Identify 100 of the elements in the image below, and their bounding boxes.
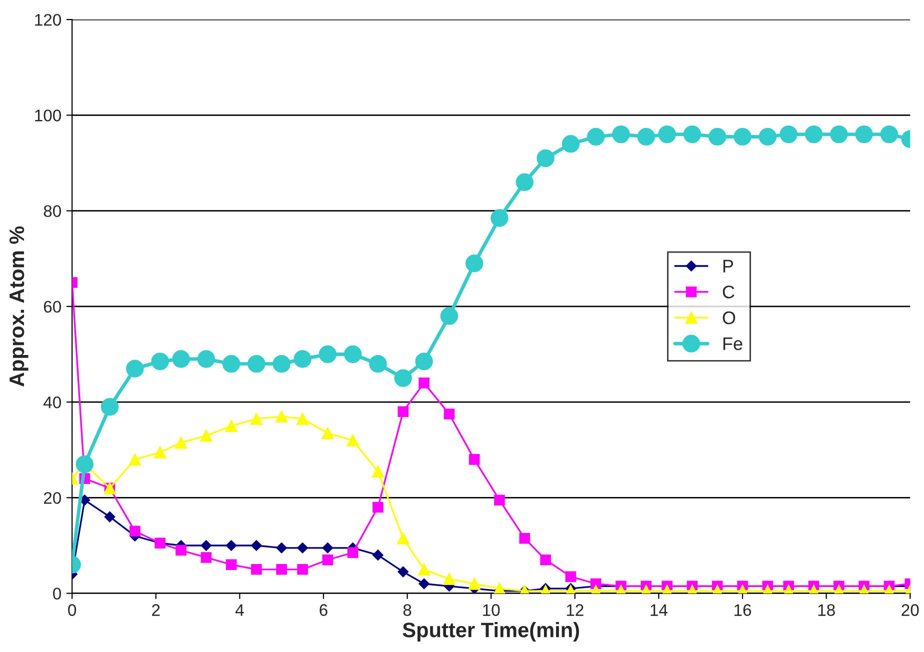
y-tick-label: 120	[35, 14, 62, 26]
point	[397, 532, 410, 544]
point	[322, 542, 334, 554]
point	[494, 494, 505, 506]
y-tick-label: 100	[35, 110, 62, 122]
point	[151, 352, 169, 370]
point	[322, 554, 334, 566]
point	[100, 398, 119, 416]
x-tick-label: 12	[566, 604, 584, 616]
point	[250, 412, 263, 425]
x-tick-label: 20	[902, 604, 919, 616]
point	[758, 128, 777, 146]
point	[272, 354, 290, 373]
point	[296, 412, 309, 425]
point	[346, 434, 359, 446]
point	[128, 453, 142, 466]
point	[251, 540, 262, 551]
point	[637, 128, 655, 146]
legend-label: C	[722, 286, 734, 298]
x-tick-label: 16	[734, 604, 752, 616]
point	[468, 578, 480, 590]
x-tick-label: 18	[818, 604, 835, 616]
point	[708, 128, 726, 146]
x-tick-label: 8	[403, 604, 412, 616]
point	[465, 254, 484, 272]
point	[415, 352, 433, 370]
point	[174, 436, 188, 449]
point	[734, 128, 752, 146]
point	[76, 455, 94, 474]
point	[540, 554, 551, 566]
point	[418, 578, 430, 590]
x-tick-label: 10	[483, 604, 500, 616]
x-tick-label: 14	[650, 604, 668, 616]
point	[251, 564, 262, 575]
point	[200, 429, 212, 442]
legend-label: Fe	[723, 337, 742, 350]
point	[658, 125, 676, 144]
point	[318, 345, 337, 364]
x-tick-label: 4	[235, 604, 244, 616]
point	[683, 125, 702, 144]
point	[830, 125, 848, 144]
point	[104, 511, 116, 522]
point	[176, 544, 186, 556]
point	[372, 550, 384, 560]
point	[519, 532, 530, 544]
point	[493, 582, 506, 594]
point	[222, 354, 240, 373]
point	[372, 502, 384, 513]
point	[130, 526, 140, 537]
legend-label: P	[723, 260, 734, 272]
point	[418, 378, 430, 388]
point	[780, 125, 798, 144]
legend-label: O	[722, 311, 736, 324]
point	[126, 360, 144, 378]
point	[440, 307, 458, 325]
point	[398, 566, 409, 578]
point	[276, 564, 287, 575]
y-axis-title: Approx. Atom %	[9, 226, 28, 387]
x-tick-label: 2	[152, 604, 160, 616]
point	[347, 547, 358, 558]
point	[344, 345, 362, 364]
point	[322, 427, 334, 440]
point	[294, 350, 312, 368]
point	[443, 572, 456, 586]
point	[855, 125, 873, 144]
point	[200, 552, 212, 563]
point	[418, 563, 430, 576]
y-tick-label: 0	[53, 588, 62, 600]
point	[297, 564, 308, 575]
point	[562, 135, 580, 153]
point	[880, 125, 898, 144]
y-tick-label: 80	[44, 205, 62, 218]
point	[394, 369, 412, 388]
x-tick-label: 0	[68, 604, 76, 616]
x-axis-title: Sputter Time(min)	[402, 622, 580, 642]
point	[154, 446, 166, 458]
point	[225, 420, 238, 432]
point	[444, 408, 455, 420]
x-tick-label: 6	[320, 604, 328, 616]
point	[372, 465, 384, 478]
point	[468, 454, 480, 465]
point	[200, 540, 212, 551]
point	[276, 410, 288, 422]
point	[248, 354, 266, 373]
point	[490, 209, 508, 227]
y-tick-label: 60	[44, 300, 62, 313]
point	[587, 128, 605, 146]
point	[612, 125, 630, 144]
point	[297, 542, 308, 554]
point	[172, 350, 190, 368]
point	[197, 350, 216, 368]
point	[398, 406, 408, 418]
point	[369, 354, 387, 373]
point	[565, 571, 576, 582]
point	[516, 173, 534, 191]
y-tick-label: 20	[44, 492, 62, 504]
point	[226, 540, 237, 551]
point	[804, 125, 823, 144]
point	[536, 149, 554, 168]
point	[226, 559, 237, 570]
